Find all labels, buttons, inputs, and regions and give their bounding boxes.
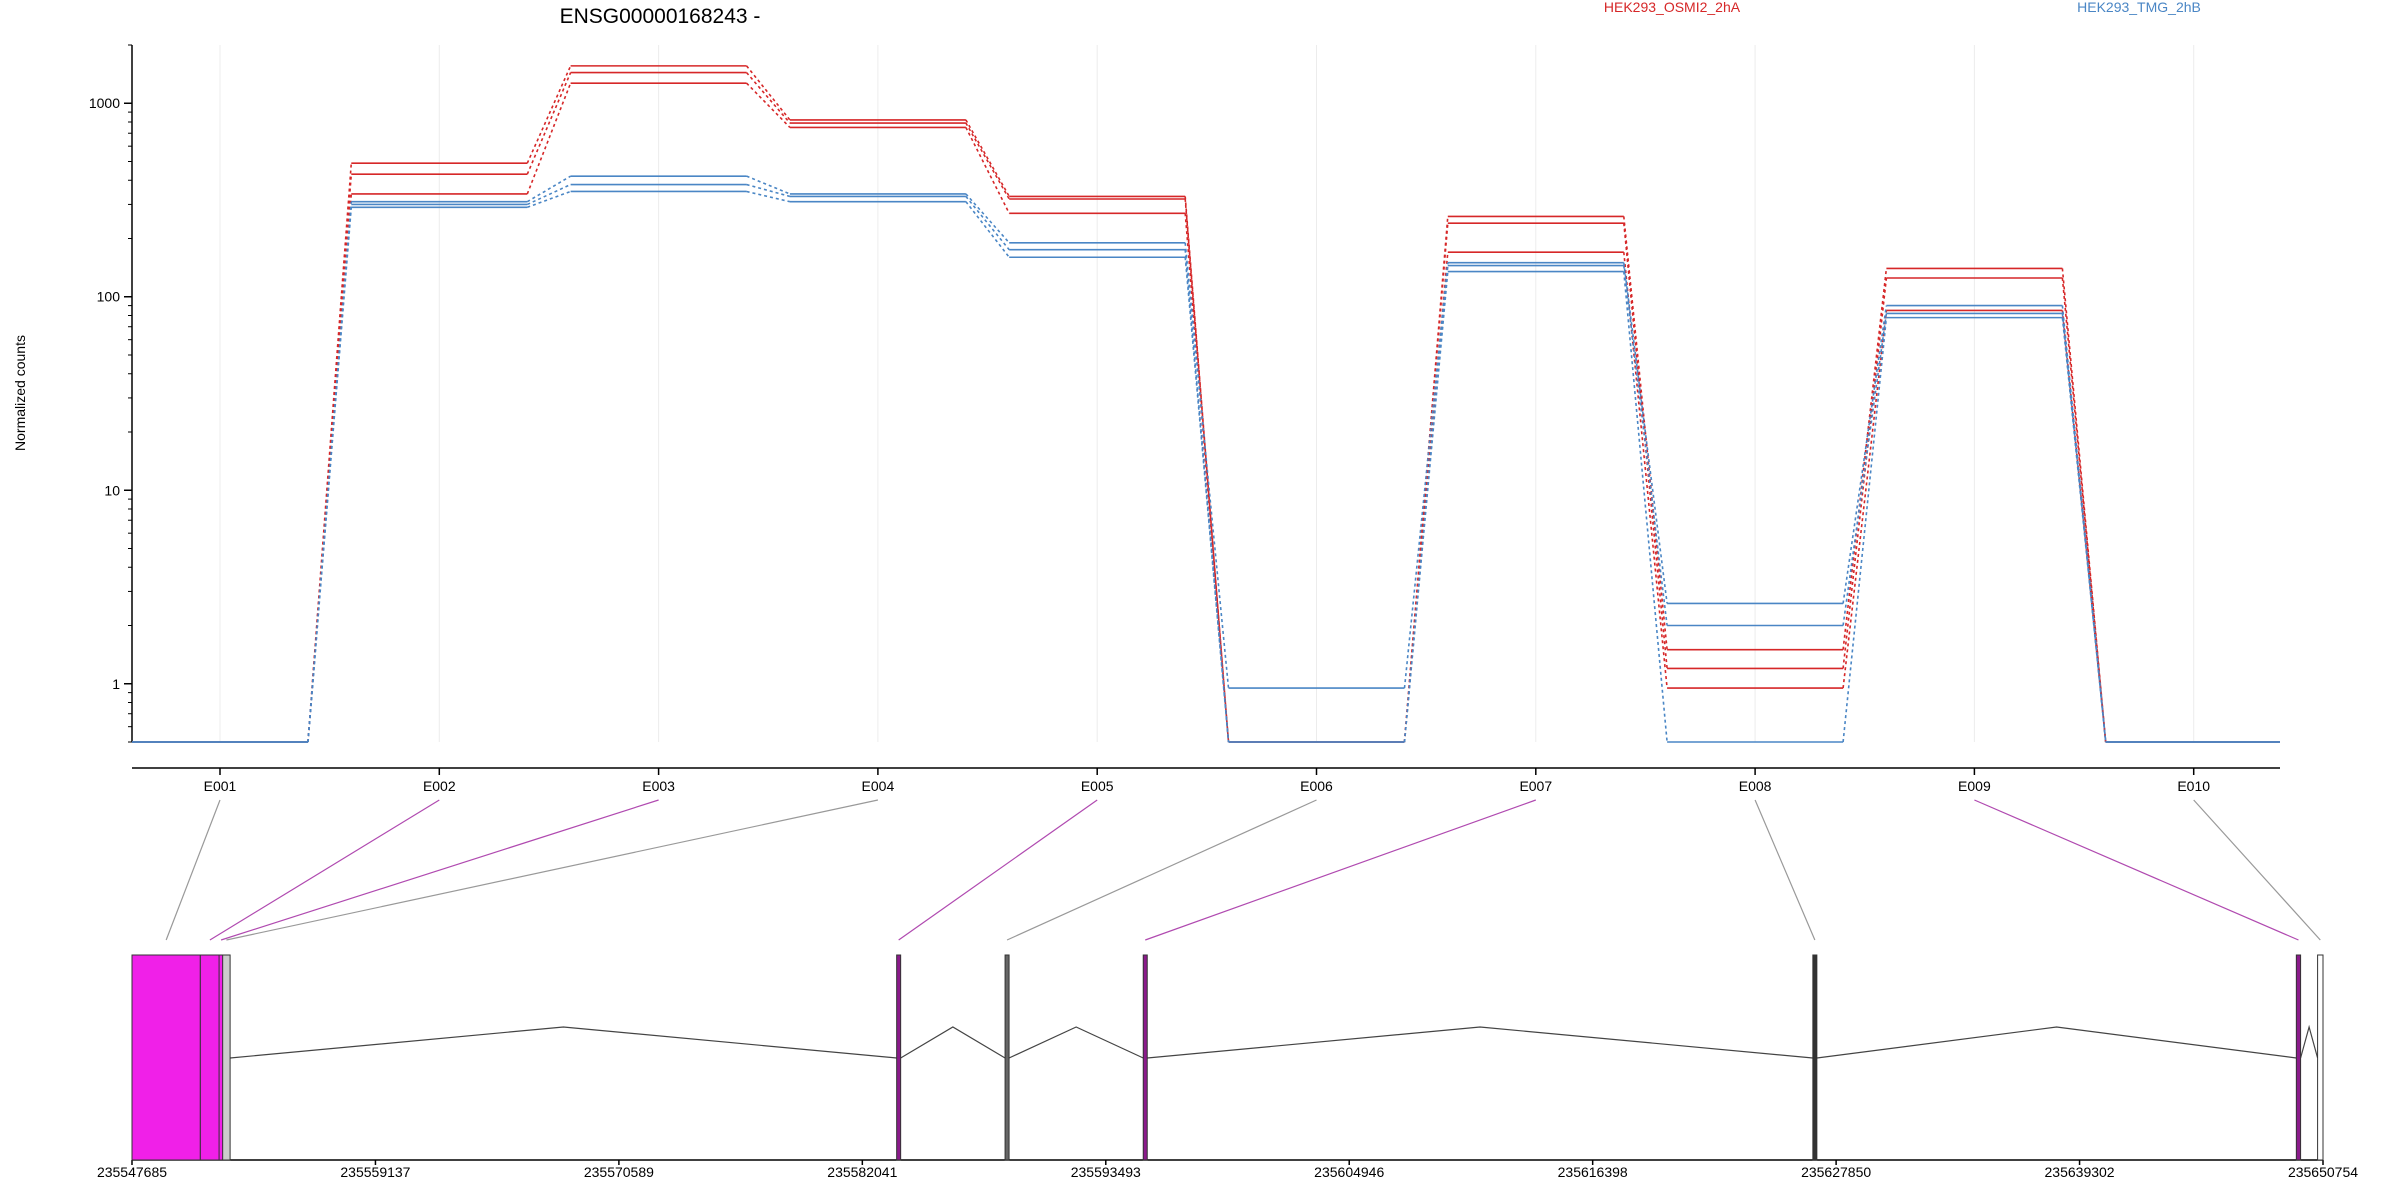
x-tick-label-e007: E007 [1519, 778, 1552, 794]
exon-e005 [896, 954, 902, 1161]
exon-e010 [2317, 954, 2324, 1161]
x-tick-label-e010: E010 [2177, 778, 2210, 794]
series-connector [745, 72, 791, 124]
legend-entry-2: HEK293_TMG_2hB [2077, 0, 2201, 15]
x-tick-label-e002: E002 [423, 778, 456, 794]
exon-e002 [199, 954, 220, 1161]
series-connector [965, 201, 1010, 258]
x-tick-label-e004: E004 [862, 778, 895, 794]
gene-x-tick-label: 235570589 [584, 1164, 654, 1180]
intron-line [230, 1026, 897, 1059]
series-connector [1842, 313, 1888, 626]
series-connector [745, 65, 791, 121]
exon-mapping-line [1006, 799, 1317, 941]
series-connector [746, 175, 791, 195]
series-connector [965, 193, 1010, 244]
series-connector [526, 65, 572, 164]
series-connector [1403, 271, 1449, 743]
series-connector [526, 183, 571, 206]
gene-x-tick-label: 235627850 [1801, 1164, 1871, 1180]
y-tick-label: 10 [104, 482, 120, 498]
series-connector [746, 183, 791, 198]
series-connector [1184, 213, 1230, 743]
x-tick-label-e001: E001 [204, 778, 237, 794]
exon-mapping-line [898, 799, 1098, 941]
chart-title: ENSG00000168243 - [560, 5, 761, 28]
series-connector [526, 175, 572, 203]
series-connector [1184, 242, 1230, 689]
x-tick-label-e003: E003 [642, 778, 675, 794]
series-connector [307, 193, 353, 743]
exon-e009 [2295, 954, 2302, 1161]
series-connector [1842, 277, 1888, 669]
series-connector [746, 190, 791, 203]
grid-lines [219, 45, 2195, 742]
series-connector [526, 72, 572, 175]
legend-entry-1: HEK293_OSMI2_2hA [1604, 0, 1741, 15]
series-connector [2061, 305, 2107, 743]
intron-line [2300, 1024, 2319, 1059]
gene-x-tick-label: 235582041 [827, 1164, 897, 1180]
series-connector [1623, 271, 1668, 743]
exon-mapping-line [226, 799, 879, 941]
exon-mapping-line [165, 799, 221, 941]
x-tick-label-e005: E005 [1081, 778, 1114, 794]
y-tick-label: 100 [97, 289, 121, 305]
axes: 1 10 100 1000 E001 E002 E003 E004 E005 E006 E007 E0… [89, 44, 2280, 794]
series-connector [965, 119, 1010, 197]
x-tick-label-e009: E009 [1958, 778, 1991, 794]
gene-x-tick-label: 235639302 [2045, 1164, 2115, 1180]
series-connector [965, 122, 1010, 200]
x-tick-label-e008: E008 [1739, 778, 1772, 794]
series-lines [132, 65, 2280, 743]
exon-mapping-line [220, 799, 659, 941]
gene-model: 235547685 235559137 235570589 235582041 2355… [97, 954, 2358, 1180]
intron-line [1816, 1026, 2297, 1059]
exon-mapping-line [1145, 799, 1537, 941]
exon-e007 [1142, 954, 1148, 1161]
intron-line [1147, 1026, 1813, 1059]
series-connector [1842, 305, 1888, 604]
series-connector [1842, 268, 1888, 650]
exon-e008 [1812, 954, 1818, 1161]
x-tick-label-e006: E006 [1300, 778, 1333, 794]
series-connector [307, 207, 353, 743]
gene-x-tick-label: 235616398 [1558, 1164, 1628, 1180]
exon-e001 [131, 954, 201, 1161]
series-connector [965, 195, 1010, 251]
exon-mapping-line [209, 799, 440, 941]
series-connector [526, 82, 572, 195]
y-tick-label: 1 [112, 676, 120, 692]
series-connector [1403, 265, 1449, 743]
exon-mapping-line [1974, 799, 2299, 941]
gene-x-tick-label: 235593493 [1071, 1164, 1141, 1180]
exon-e006 [1004, 954, 1010, 1161]
exon-mapping-lines [165, 799, 2321, 941]
series-connector [527, 190, 571, 209]
intron-line [900, 1026, 1006, 1059]
intron-line [1008, 1026, 1144, 1059]
series-connector [1842, 310, 1888, 689]
series-connector [1403, 262, 1449, 689]
exon-mapping-line [1754, 799, 1816, 941]
y-axis-label: Normalized counts [12, 335, 28, 451]
series-connector [1623, 216, 1668, 650]
series-connector [1623, 265, 1668, 626]
exon-mapping-line [2193, 799, 2321, 941]
gene-x-tick-label: 235559137 [340, 1164, 410, 1180]
series-connector [2061, 317, 2107, 743]
series-connector [1184, 249, 1230, 743]
exon-e004 [222, 954, 231, 1161]
y-tick-label: 1000 [89, 95, 120, 111]
series-connector [1842, 317, 1888, 743]
gene-x-tick-label: 235650754 [2288, 1164, 2358, 1180]
series-connector [746, 82, 791, 128]
gene-x-tick-label: 235547685 [97, 1164, 167, 1180]
gene-x-tick-label: 235604946 [1314, 1164, 1384, 1180]
series-connector [965, 127, 1010, 214]
